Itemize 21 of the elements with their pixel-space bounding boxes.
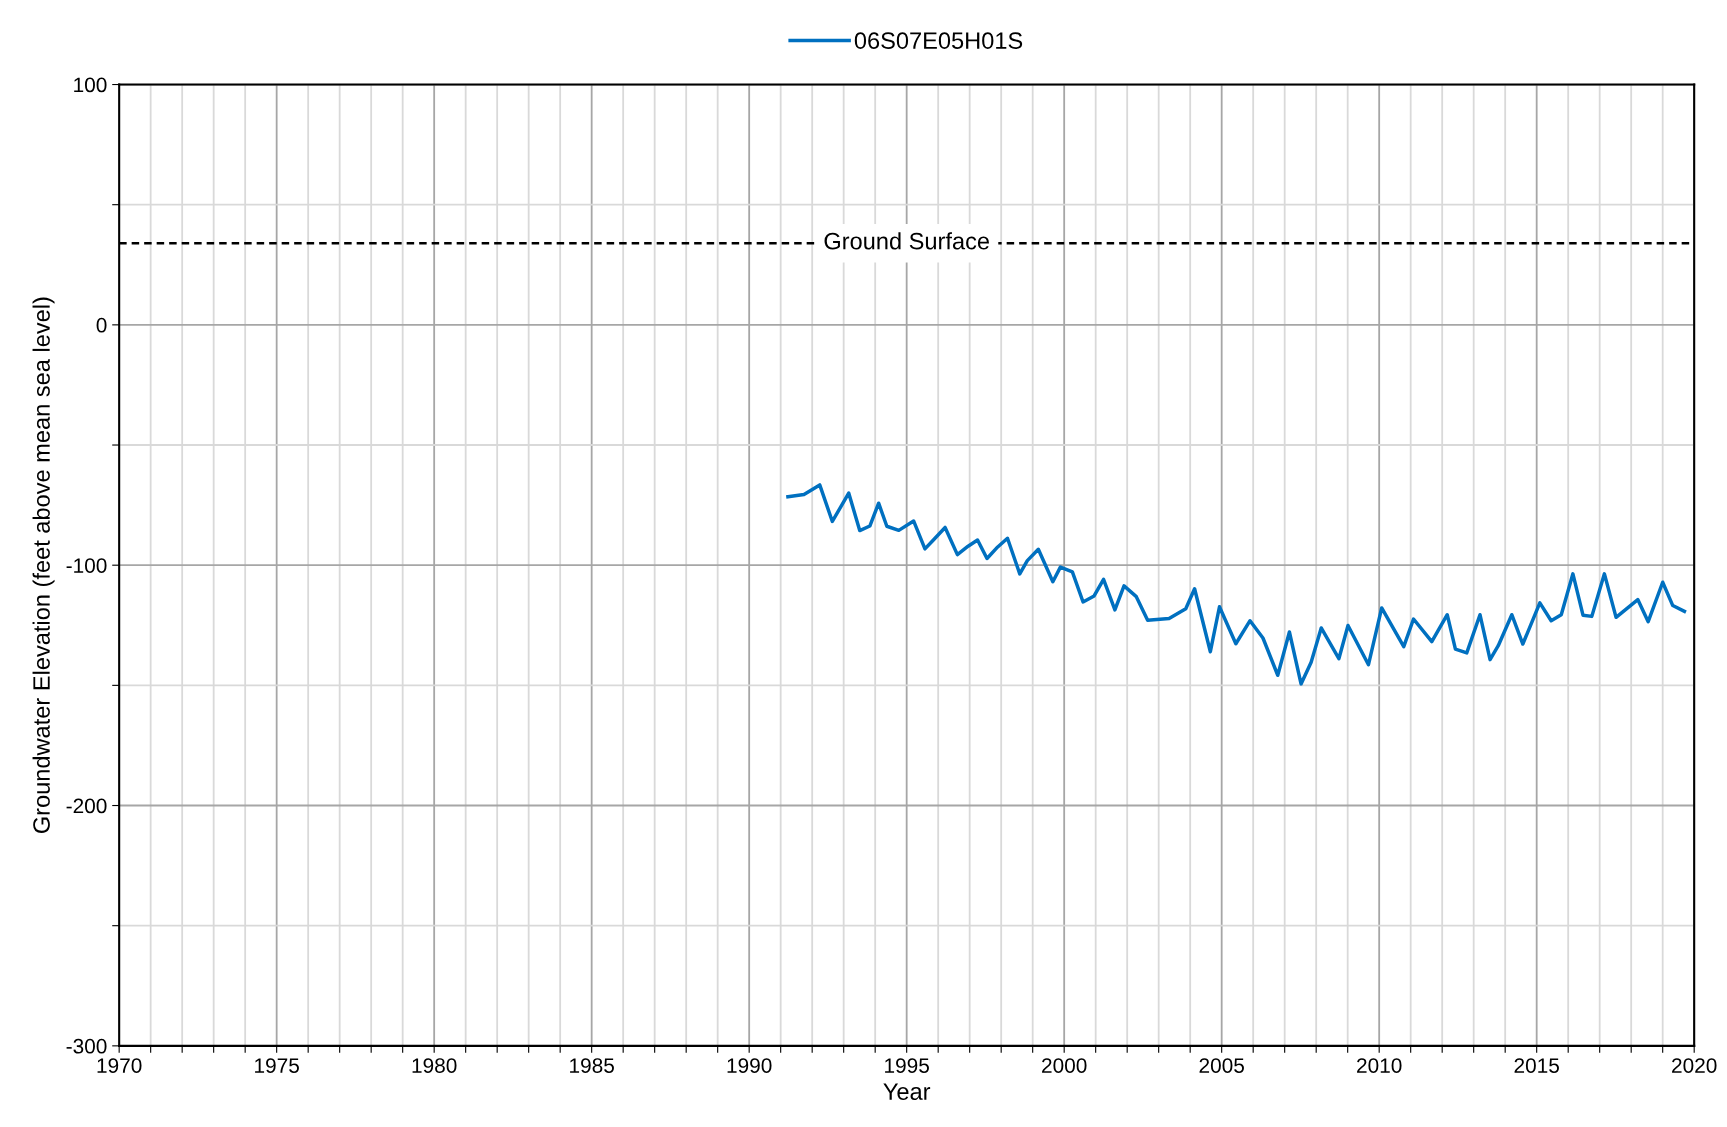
x-tick-label: 2015 <box>1514 1058 1559 1073</box>
x-tick-label: 1990 <box>727 1058 772 1073</box>
x-tick-label: 2020 <box>1672 1058 1717 1073</box>
x-tick-label: 2010 <box>1357 1058 1402 1073</box>
legend-label: 06S07E05H01S <box>854 32 1023 49</box>
line-series <box>786 483 1687 686</box>
y-axis-title: Groundwater Elevation (feet above mean sea level) <box>32 297 55 834</box>
x-tick-label: 2005 <box>1199 1058 1244 1073</box>
ref-line-label: Ground Surface <box>824 232 989 250</box>
x-tick-label: 1985 <box>570 1058 614 1073</box>
x-tick-label: 1995 <box>885 1058 929 1073</box>
x-tick-label: 1980 <box>412 1058 457 1073</box>
x-tick-label: 1975 <box>255 1058 299 1073</box>
x-tick-label: 1970 <box>97 1058 142 1073</box>
y-tick-label: -300 <box>66 1038 107 1054</box>
x-tick-label: 2000 <box>1042 1058 1087 1073</box>
x-axis-title: Year <box>883 1083 931 1100</box>
y-tick-label: 100 <box>74 77 107 93</box>
y-tick-label: -200 <box>66 798 107 814</box>
y-tick-label: 0 <box>96 317 107 333</box>
y-tick-label: -100 <box>66 558 107 573</box>
